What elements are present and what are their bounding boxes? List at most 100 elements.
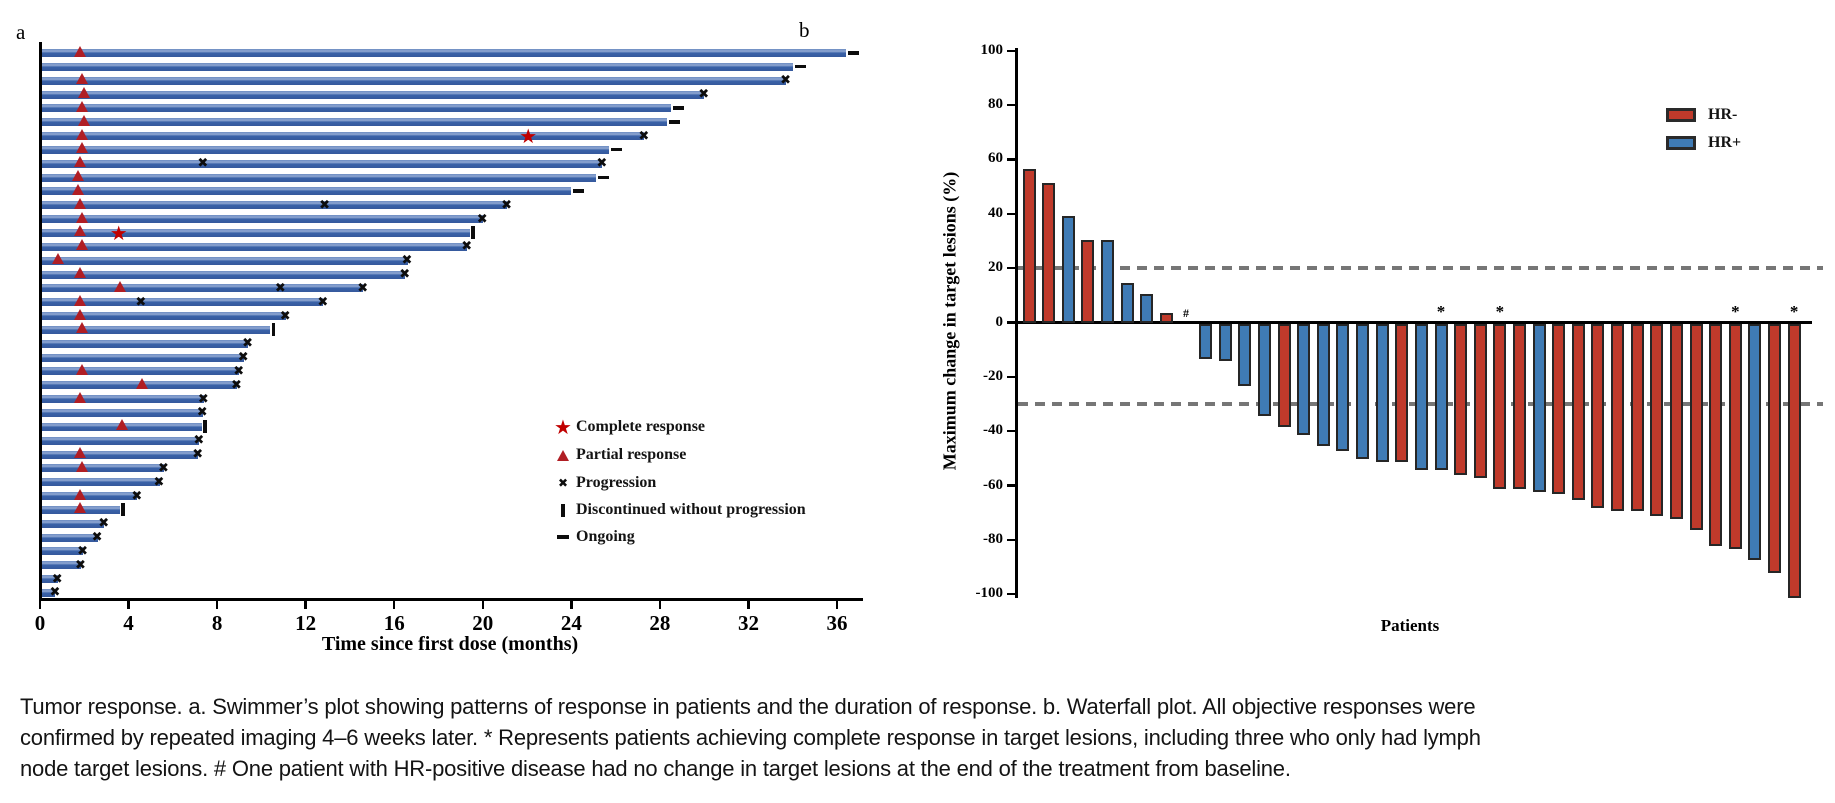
waterfall-bar [1061,215,1075,324]
waterfall-bar [1630,324,1644,511]
swimmer-bar [41,49,846,57]
swimmer-bar [41,464,164,473]
ongoing-end-marker [672,106,684,110]
waterfall-bar [1414,324,1428,470]
swimmer-bar [41,575,58,584]
ongoing-end-marker [847,51,859,55]
progression-end-marker: ✖ [399,267,411,283]
discontinued-bar-icon [561,503,565,517]
complete-response-star-icon: ★ [554,415,572,439]
progression-end-marker: ✖ [233,363,245,379]
swimmer-x-tick-label: 12 [295,611,317,635]
waterfall-bar [1532,324,1546,492]
swimmer-x-tick-label: 4 [123,611,134,635]
progression-end-marker: ✖ [98,516,110,532]
waterfall-y-tick-label: 100 [980,41,1004,58]
complete-response-annotation: * [1495,302,1505,321]
legend-label: Ongoing [576,528,635,545]
progression-marker: ✖ [319,197,330,213]
progression-end-marker: ✖ [461,239,473,255]
waterfall-bar [1395,324,1409,462]
waterfall-y-tick [1007,429,1015,433]
waterfall-y-tick [1007,592,1015,596]
swimmer-x-tick-label: 32 [737,611,759,635]
complete-response-marker: ★ [109,220,128,245]
swimmer-bar [41,450,199,459]
waterfall-y-tick [1007,158,1015,161]
waterfall-bar [1473,324,1487,479]
progression-end-marker: ✖ [780,73,792,89]
waterfall-bar [1748,324,1762,560]
swimmer-x-tick-label: 0 [34,611,46,635]
legend-label: Partial response [576,446,687,463]
waterfall-y-tick [1007,375,1015,379]
swimmer-bar [41,118,667,127]
swimmer-x-tick [658,601,662,609]
waterfall-bar [1571,324,1585,500]
swimmer-bar [41,215,483,224]
waterfall-bar [1257,324,1271,416]
swimmer-bar [41,187,572,196]
swimmer-bar [41,145,609,154]
waterfall-bar [1591,324,1605,509]
swimmer-bar [41,312,286,321]
swimmer-bar [41,201,508,210]
waterfall-x-axis-title: Patients [1380,616,1440,635]
progression-marker: ✖ [135,294,147,310]
progression-end-marker: ✖ [157,460,169,476]
swimmer-bar [41,270,406,279]
waterfall-bar [1728,324,1742,549]
partial-response-marker [73,197,86,209]
swimmer-x-tick-label: 28 [649,611,671,635]
waterfall-y-tick [1007,103,1015,107]
caption-line: Tumor response. a. Swimmer’s plot showin… [20,694,1476,719]
swimmer-bar [41,492,138,501]
progression-end-marker: ✖ [91,530,103,546]
partial-response-marker [73,156,86,168]
waterfall-y-tick-label: 80 [988,96,1003,113]
ongoing-end-marker [794,64,806,69]
waterfall-y-tick-label: 20 [988,259,1003,276]
progression-end-marker: ✖ [131,488,143,504]
swimmer-bar [41,478,160,487]
discontinued-end-marker [203,420,207,434]
swimmer-bar [41,90,705,99]
progression-end-marker: ✖ [401,253,413,269]
progression-end-marker: ✖ [74,557,86,573]
waterfall-y-tick [1007,484,1015,487]
figure-caption: Tumor response. a. Swimmer’s plot showin… [20,691,1820,784]
waterfall-bar [1552,324,1566,495]
waterfall-y-tick-label: -80 [983,530,1003,547]
swimmer-bar [41,228,470,237]
swimmer-x-tick [835,601,839,609]
partial-response-marker [76,73,89,85]
waterfall-bar [1434,324,1448,470]
progression-end-marker: ✖ [501,197,513,213]
waterfall-bar [1277,324,1291,427]
partial-response-marker [73,294,86,306]
partial-response-marker [73,488,86,500]
discontinued-end-marker [471,226,475,240]
progression-end-marker: ✖ [196,405,208,421]
swimmer-x-tick [570,601,573,609]
swimmer-x-tick [747,601,750,609]
progression-end-marker: ✖ [192,447,204,463]
progression-end-marker: ✖ [237,350,249,366]
ongoing-end-marker [597,175,609,180]
partial-response-marker [76,239,89,251]
progression-end-marker: ✖ [698,87,710,103]
swimmer-bar [41,339,249,348]
progression-end-marker: ✖ [197,391,209,407]
waterfall-bar [1768,324,1782,574]
partial-response-triangle-icon [557,449,569,461]
partial-response-marker [73,447,86,459]
partial-response-marker [73,308,86,320]
waterfall-bar [1669,324,1683,519]
progression-end-marker: ✖ [231,377,242,393]
partial-response-marker [76,460,89,472]
legend-item-complete-response: ★ Complete response [550,417,705,437]
swimmer-bar [41,408,203,417]
partial-response-marker [76,142,89,154]
partial-response-marker [73,267,86,279]
waterfall-y-tick-label: 60 [988,150,1003,167]
